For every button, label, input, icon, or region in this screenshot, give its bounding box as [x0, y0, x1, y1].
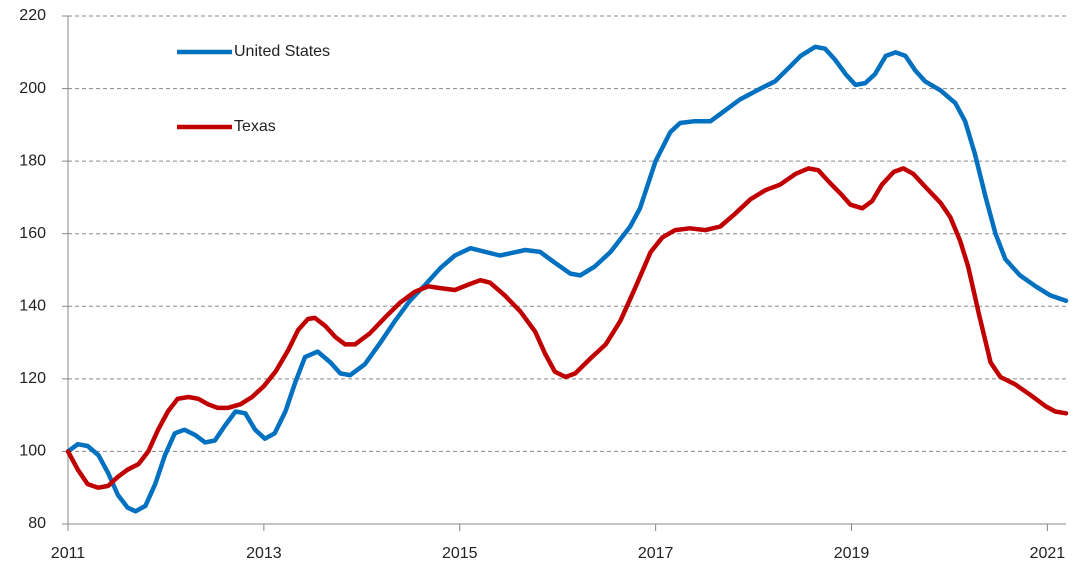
x-tick-label: 2019 [834, 545, 870, 562]
y-tick-label: 140 [19, 298, 46, 315]
y-tick-label: 180 [19, 152, 46, 169]
y-tick-label: 100 [19, 443, 46, 460]
x-tick-label: 2021 [1030, 545, 1066, 562]
x-tick-label: 2015 [442, 545, 478, 562]
y-tick-label: 220 [19, 7, 46, 24]
y-tick-label: 120 [19, 370, 46, 387]
y-tick-label: 160 [19, 225, 46, 242]
series-line [65, 44, 1069, 514]
y-tick-label: 200 [19, 80, 46, 97]
x-tick-label: 2011 [51, 545, 86, 562]
x-tick-label: 2017 [638, 545, 674, 562]
series-line [65, 166, 1069, 490]
x-tick-label: 2013 [246, 545, 282, 562]
legend-label: United States [234, 43, 330, 60]
legend-label: Texas [234, 118, 276, 135]
y-tick-label: 80 [28, 515, 46, 532]
